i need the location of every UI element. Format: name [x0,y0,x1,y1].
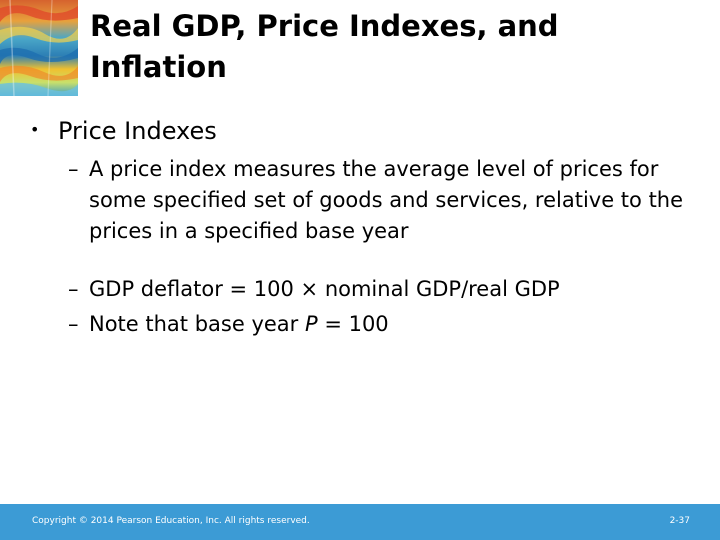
decorative-painting-icon [0,0,78,96]
sub-item-text: A price index measures the average level… [89,157,684,243]
dash-marker: – [68,277,79,301]
sub-item-deflator: – GDP deflator = 100 × nominal GDP/real … [68,274,560,305]
bullet-marker: • [30,120,40,139]
slide-title: Real GDP, Price Indexes, and Inflation [90,9,559,84]
sub-item-text-start: Note that base year [89,312,305,336]
sub-item-text-variable: P [304,312,318,336]
dash-marker: – [68,312,79,336]
sub-item-text: GDP deflator = 100 × nominal GDP/real GD… [89,277,560,301]
bullet-item: • Price Indexes [30,112,217,149]
bullet-label: Price Indexes [58,117,217,145]
sub-item-definition: – A price index measures the average lev… [68,154,688,247]
sub-item-text: Note that base year P = 100 [89,309,389,340]
sub-item-text-end: = 100 [317,312,389,336]
page-number: 2-37 [669,516,690,526]
sub-item-base-year: – Note that base year P = 100 [68,309,389,340]
dash-marker: – [68,157,79,181]
copyright-notice: Copyright © 2014 Pearson Education, Inc.… [32,516,310,526]
footer-bar: Copyright © 2014 Pearson Education, Inc.… [0,504,720,540]
